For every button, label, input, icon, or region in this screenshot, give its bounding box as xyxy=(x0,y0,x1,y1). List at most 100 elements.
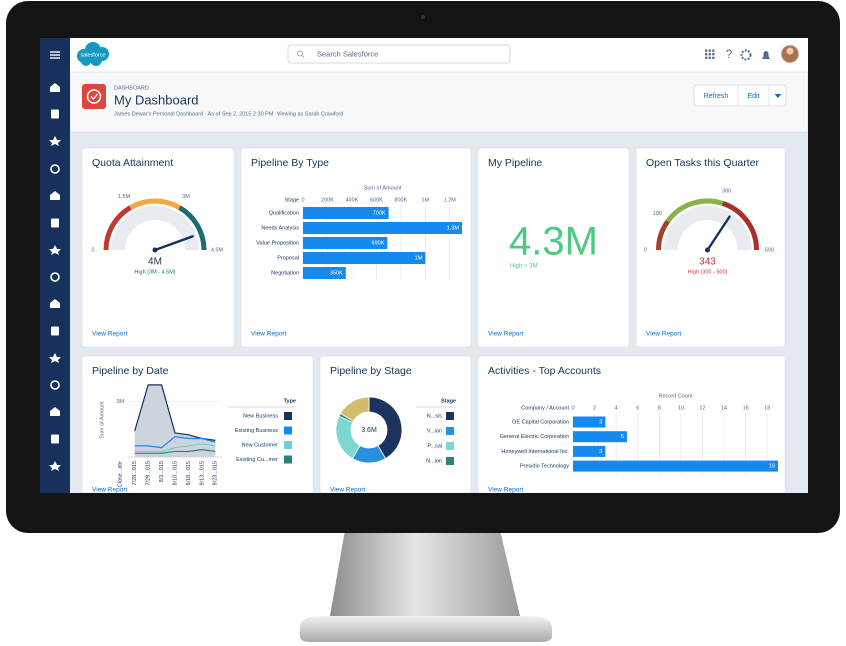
gauge-hub xyxy=(705,247,710,253)
search-placeholder: Search Salesforce xyxy=(317,49,378,58)
menu-icon[interactable] xyxy=(50,51,60,53)
nav-icon[interactable] xyxy=(50,191,60,200)
bar-value-label: 690K xyxy=(372,240,385,246)
nav-icon[interactable] xyxy=(49,136,61,146)
legend-swatch xyxy=(446,442,454,450)
left-nav xyxy=(40,38,70,493)
nav-icon[interactable] xyxy=(50,407,60,416)
bar xyxy=(303,252,426,264)
app-dot xyxy=(705,56,708,59)
search-box[interactable] xyxy=(287,44,511,64)
gauge-face xyxy=(111,206,199,250)
category-label: Presidio Technology xyxy=(520,464,569,470)
card-title: Activities - Top Accounts xyxy=(488,365,601,377)
nav-icon[interactable] xyxy=(49,245,61,255)
gauge-band xyxy=(721,201,759,251)
card: Activities - Top Accounts View Report Reco… xyxy=(477,355,786,494)
notifications-icon[interactable] xyxy=(762,51,770,59)
x-tick-label: 7/28...015 xyxy=(132,461,138,485)
dashboard-icon xyxy=(90,93,99,101)
screen: salesforce Search Salesforce ? DASHBOARD… xyxy=(40,38,808,494)
card: Pipeline by Stage View Report 3.6M Stage N..… xyxy=(319,355,472,494)
header-title: My Dashboard xyxy=(114,92,199,107)
card: Pipeline By Type View Report Sum of Amount… xyxy=(240,147,472,348)
x-tick-label: 7/29...015 xyxy=(146,461,152,485)
category-label: Needs Analysis xyxy=(261,225,299,231)
card: Quota Attainment View Report 0 1.5M 3M 4.5M 4M… xyxy=(81,147,235,348)
gauge-tick-label: 100 xyxy=(653,211,662,217)
view-report-link[interactable]: View Report xyxy=(646,331,681,338)
bar xyxy=(573,460,778,472)
app-dot xyxy=(712,49,715,52)
x-tick-label: 1.2M xyxy=(444,197,457,203)
bar xyxy=(303,237,388,249)
gauge-value: 343 xyxy=(699,257,716,268)
legend-title: Type xyxy=(284,398,296,404)
more-button[interactable] xyxy=(774,94,782,98)
camera xyxy=(421,15,425,19)
dashboard-header xyxy=(69,71,808,133)
nav-icon[interactable] xyxy=(51,434,59,444)
nav-icon[interactable] xyxy=(51,109,59,119)
view-report-link[interactable]: View Report xyxy=(488,331,523,338)
nav-icon[interactable] xyxy=(50,272,60,282)
bar xyxy=(573,416,606,428)
gauge-tick-label: 0 xyxy=(644,247,647,253)
header-section: DASHBOARD xyxy=(114,85,149,91)
category-label: Negotiation xyxy=(271,270,299,276)
view-report-link[interactable]: View Report xyxy=(92,331,127,338)
bar-value-label: 3 xyxy=(599,449,602,455)
help-icon[interactable]: ? xyxy=(726,47,733,61)
view-report-link[interactable]: View Report xyxy=(330,487,365,494)
x-tick-label: 2 xyxy=(593,405,596,411)
nav-icon[interactable] xyxy=(50,164,60,174)
setup-icon[interactable] xyxy=(740,49,752,61)
menu-icon[interactable] xyxy=(50,57,60,59)
gauge-needle xyxy=(706,215,731,252)
card-bg xyxy=(477,147,630,348)
view-report-link[interactable]: View Report xyxy=(251,331,286,338)
edit-button[interactable]: Edit xyxy=(747,93,759,100)
gauge-tick-label: 0 xyxy=(91,247,94,253)
gauge-band xyxy=(103,205,132,251)
legend-label: New Business xyxy=(243,413,278,419)
metric-value: 4.3M xyxy=(509,220,598,264)
nav-icon[interactable] xyxy=(49,461,61,471)
nav-icon[interactable] xyxy=(50,299,60,308)
legend-swatch xyxy=(284,426,292,435)
dashboard-icon xyxy=(82,84,106,109)
avatar xyxy=(786,47,794,55)
view-report-link[interactable]: View Report xyxy=(92,487,127,494)
search-icon xyxy=(301,55,305,58)
gauge-caption: High (300 - 500) xyxy=(688,269,728,275)
gauge-caption: High (3M - 4.5M) xyxy=(134,269,175,275)
app-dot xyxy=(708,49,711,52)
app-launcher[interactable] xyxy=(705,49,715,60)
gauge-band xyxy=(129,198,181,210)
gauge-band xyxy=(656,219,670,251)
category-label: Honeywell International Inc. xyxy=(501,449,569,455)
donut-slice xyxy=(339,396,370,422)
menu-icon[interactable] xyxy=(50,54,60,56)
nav-icon[interactable] xyxy=(51,326,59,336)
nav-icon[interactable] xyxy=(50,83,60,92)
view-report-link[interactable]: View Report xyxy=(488,487,523,494)
y-axis-title: Stage xyxy=(285,197,299,203)
card-bg xyxy=(81,355,314,493)
donut-center-label: 3.6M xyxy=(361,427,377,434)
legend-label: Existing Business xyxy=(235,428,278,434)
app-dot xyxy=(712,56,715,59)
refresh-button[interactable]: Refresh xyxy=(704,93,729,100)
logo[interactable]: salesforce xyxy=(77,42,109,66)
nav-icon[interactable] xyxy=(51,218,59,228)
gauge-band xyxy=(178,205,207,251)
x-tick-label: 9/13...015 xyxy=(199,461,205,485)
nav-icon[interactable] xyxy=(49,353,61,363)
x-tick-label: 10 xyxy=(678,405,684,411)
x-tick-label: 0 xyxy=(571,405,574,411)
nav-icons xyxy=(49,51,61,471)
nav-icon[interactable] xyxy=(50,380,60,390)
logo-text: salesforce xyxy=(80,52,105,58)
card-title: My Pipeline xyxy=(488,157,542,169)
